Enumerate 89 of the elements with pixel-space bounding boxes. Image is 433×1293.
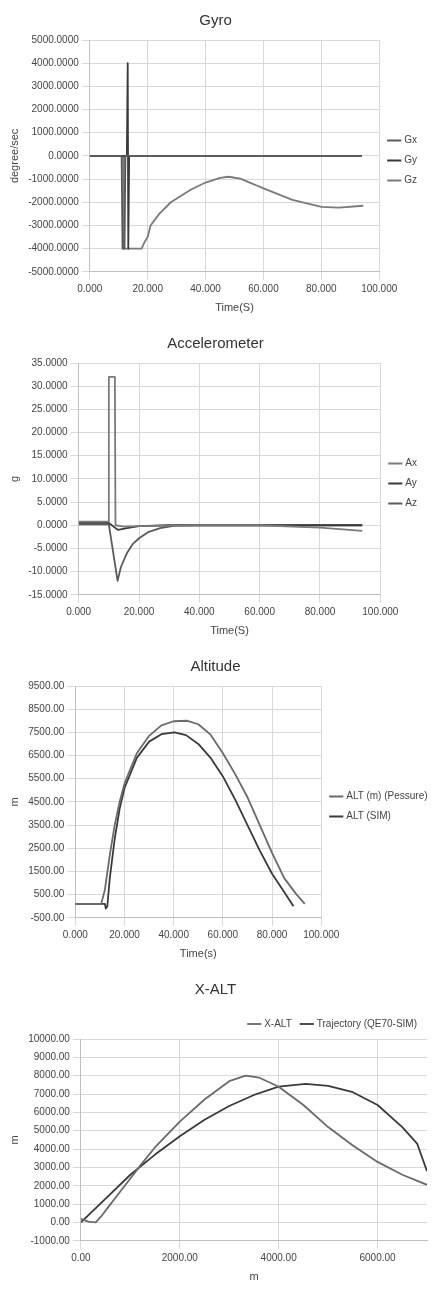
chart-title: Accelerometer (167, 334, 264, 352)
y-tick-label: 8500.00 (28, 702, 65, 714)
x-tick-label: 20.000 (123, 605, 155, 617)
x-tick-label: 0.00 (71, 1251, 92, 1263)
legend-label: Gx (404, 134, 417, 146)
x-tick-label: 0.000 (77, 282, 103, 294)
x-axis-title: Time(S) (215, 301, 254, 314)
y-tick-label: 4000.0000 (31, 56, 80, 68)
y-tick-label: -1000.00 (30, 1234, 71, 1246)
y-tick-label: 500.00 (33, 888, 65, 900)
y-tick-label: 9500.00 (28, 679, 65, 691)
y-tick-label: 10.0000 (31, 472, 69, 484)
y-axis-title: g (7, 475, 20, 482)
legend-label: Az (405, 497, 417, 509)
y-axis-title: degree/sec (7, 128, 20, 184)
y-tick-label: -15.0000 (28, 588, 69, 600)
x-tick-label: 80.000 (304, 605, 336, 617)
y-tick-label: 20.0000 (31, 426, 69, 438)
legend-label: Gy (404, 154, 417, 166)
y-tick-label: -4000.0000 (28, 242, 80, 254)
y-tick-label: -10.0000 (28, 565, 69, 577)
y-tick-label: 9000.00 (33, 1051, 71, 1063)
y-tick-label: -500.00 (30, 911, 65, 923)
x-tick-label: 80.000 (256, 928, 288, 940)
y-tick-label: 4500.00 (28, 795, 65, 807)
y-tick-label: 1000.0000 (31, 126, 80, 138)
x-tick-label: 40.000 (184, 605, 216, 617)
x-tick-label: 40.000 (158, 928, 190, 940)
x-tick-label: 0.000 (66, 605, 92, 617)
x-tick-label: 40.000 (190, 282, 222, 294)
y-tick-label: 7000.00 (33, 1087, 71, 1099)
y-tick-label: 25.0000 (31, 403, 69, 415)
legend-label: Ay (405, 477, 417, 489)
y-tick-label: -5.0000 (33, 542, 69, 554)
x-tick-label: 60.000 (207, 928, 239, 940)
y-tick-label: 5.0000 (37, 495, 69, 507)
x-tick-label: 2000.00 (161, 1251, 199, 1263)
y-tick-label: 3000.00 (33, 1161, 71, 1173)
y-tick-label: 1000.00 (33, 1197, 71, 1209)
y-tick-label: 0.00 (50, 1216, 71, 1228)
y-tick-label: 2000.00 (33, 1179, 71, 1191)
x-tick-label: 60.000 (244, 605, 276, 617)
y-tick-label: 5500.00 (28, 772, 65, 784)
y-tick-label: 3000.0000 (31, 80, 80, 92)
x-tick-label: 6000.00 (359, 1251, 397, 1263)
y-tick-label: 8000.00 (33, 1069, 71, 1081)
y-tick-label: 0.0000 (48, 149, 80, 161)
y-tick-label: -5000.0000 (28, 265, 80, 277)
y-axis-title: m (7, 1135, 20, 1145)
x-axis-title: Time(s) (179, 947, 217, 960)
legend-label: ALT (SIM) (346, 810, 391, 822)
y-tick-label: 7500.00 (28, 726, 65, 738)
legend-label: Trajectory (QE70-SIM) (316, 1017, 417, 1029)
y-tick-label: 15.0000 (31, 449, 69, 461)
y-tick-label: 0.0000 (37, 519, 69, 531)
y-tick-label: 30.0000 (31, 379, 69, 391)
y-tick-label: -1000.0000 (28, 172, 80, 184)
y-tick-label: 2500.00 (28, 842, 65, 854)
y-tick-label: -3000.0000 (28, 219, 80, 231)
x-axis-title: Time(S) (210, 624, 249, 637)
y-tick-label: 2000.0000 (31, 103, 80, 115)
y-tick-label: 3500.00 (28, 818, 65, 830)
y-tick-label: 1500.00 (28, 865, 65, 877)
chart-title: Altitude (190, 657, 241, 675)
y-tick-label: 6500.00 (28, 749, 65, 761)
x-tick-label: 20.000 (132, 282, 164, 294)
x-tick-label: 60.000 (248, 282, 280, 294)
chart-title: X-ALT (194, 980, 237, 998)
x-tick-label: 100.000 (361, 282, 398, 294)
chart-title: Gyro (199, 11, 232, 29)
legend-label: Ax (405, 457, 417, 469)
x-tick-label: 100.000 (362, 605, 399, 617)
y-tick-label: 5000.0000 (31, 33, 80, 45)
x-tick-label: 100.000 (303, 928, 340, 940)
y-tick-label: -2000.0000 (28, 196, 80, 208)
legend-label: ALT (m) (Pessure) (346, 790, 428, 802)
y-tick-label: 5000.00 (33, 1124, 71, 1136)
x-tick-label: 80.000 (306, 282, 338, 294)
x-tick-label: 20.000 (109, 928, 141, 940)
y-axis-title: m (7, 797, 20, 807)
x-tick-label: 0.000 (62, 928, 89, 940)
y-tick-label: 35.0000 (31, 356, 69, 368)
legend-label: X-ALT (264, 1017, 292, 1029)
legend-label: Gz (404, 174, 417, 186)
x-tick-label: 4000.00 (260, 1251, 298, 1263)
y-tick-label: 4000.00 (33, 1142, 71, 1154)
x-axis-title: m (249, 1270, 259, 1283)
y-tick-label: 10000.00 (28, 1032, 71, 1044)
y-tick-label: 6000.00 (33, 1106, 71, 1118)
